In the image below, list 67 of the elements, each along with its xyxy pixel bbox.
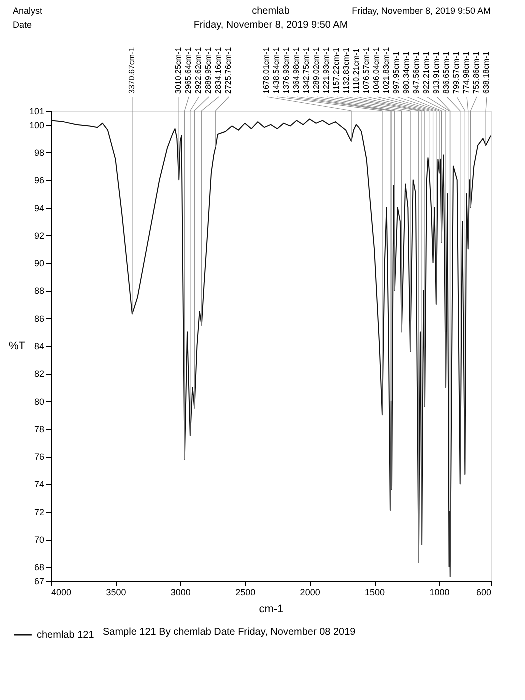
annotation: 836.65cm-1 xyxy=(442,51,451,94)
y-tick-label: 76 xyxy=(34,452,44,462)
text: Sample 121 By chemlab Date Friday, November 08 2019 xyxy=(103,627,356,638)
annotation: 1364.98cm-1 xyxy=(292,46,301,94)
annotation: 1046.04cm-1 xyxy=(372,46,381,94)
y-tick-label: 96 xyxy=(34,176,44,186)
x-tick-label: 2000 xyxy=(300,588,320,598)
annotation: 913.91cm-1 xyxy=(432,51,441,94)
y-tick-label: 82 xyxy=(34,369,44,380)
y-tick-label: 74 xyxy=(34,480,44,490)
chart-title: chemlab xyxy=(252,6,290,17)
annotation: 774.98cm-1 xyxy=(462,51,471,94)
annotation: 1132.83cm-1 xyxy=(342,47,351,94)
annotation: 2965.64cm-1 xyxy=(184,46,194,94)
y-tick-label: 86 xyxy=(34,314,44,324)
annotation: 1376.93cm-1 xyxy=(282,46,291,94)
annotation: 2922.62cm-1 xyxy=(194,46,204,94)
annotation: 922.21cm-1 xyxy=(422,51,431,94)
chart-subtitle: Friday, November 8, 2019 9:50 AM xyxy=(194,20,348,31)
y-tick-label: 67 xyxy=(34,576,44,586)
annotation: 2725.76cm-1 xyxy=(224,46,234,94)
annotation: 2889.95cm-1 xyxy=(204,46,214,94)
y-tick-label: 78 xyxy=(34,424,44,434)
y-tick-label: 100 xyxy=(29,120,44,130)
text: Analyst xyxy=(13,6,44,16)
annotation: 799.57cm-1 xyxy=(452,51,461,94)
y-tick-label: 94 xyxy=(34,203,44,214)
y-tick-label: 84 xyxy=(34,342,44,352)
annotation: 1110.21cm-1 xyxy=(352,48,361,94)
legend-label: chemlab 121 xyxy=(37,630,95,641)
annotation: 1342.75cm-1 xyxy=(302,46,311,94)
annotation: 755.86cm-1 xyxy=(472,51,481,94)
text: Date xyxy=(13,20,32,30)
annotation: 1221.93cm-1 xyxy=(322,46,331,94)
x-tick-label: 1000 xyxy=(430,588,450,598)
y-tick-label: 92 xyxy=(34,230,44,241)
annotation: 1157.22cm-1 xyxy=(332,47,341,94)
y-tick-label: 72 xyxy=(34,507,44,518)
annotation: 638.18cm-1 xyxy=(482,51,491,94)
y-tick-label: 68 xyxy=(34,562,44,573)
annotation: 1289.02cm-1 xyxy=(312,46,321,94)
annotation: 1678.01cm-1 xyxy=(262,46,271,94)
x-tick-label: 600 xyxy=(476,588,492,598)
annotation: 3010.25cm-1 xyxy=(174,46,184,94)
annotation: 947.56cm-1 xyxy=(412,51,421,94)
y-tick-label: 80 xyxy=(34,396,44,407)
y-tick-label: 70 xyxy=(34,535,44,546)
y-tick-label: 101 xyxy=(29,106,44,116)
x-tick-label: 3500 xyxy=(106,588,126,598)
x-tick-label: 4000 xyxy=(52,588,72,598)
annotation: 1021.83cm-1 xyxy=(382,46,391,94)
x-tick-label: 2500 xyxy=(236,588,256,598)
annotation: 997.95cm-1 xyxy=(392,51,401,94)
y-axis-title: %T xyxy=(9,340,26,352)
line-series xyxy=(50,118,492,578)
annotation: 1438.54cm-1 xyxy=(272,46,281,94)
annotation: 2834.16cm-1 xyxy=(214,46,224,94)
annotation: 1076.57cm-1 xyxy=(362,46,371,94)
y-tick-label: 90 xyxy=(34,258,44,269)
text: Friday, November 8, 2019 9:50 AM xyxy=(352,6,491,16)
annotation: 980.34cm-1 xyxy=(402,51,411,94)
annotation: 3370.67cm-1 xyxy=(127,46,136,94)
y-tick-label: 88 xyxy=(34,286,44,296)
x-axis-title: cm-1 xyxy=(259,604,284,616)
x-tick-label: 3000 xyxy=(170,588,191,598)
y-tick-label: 98 xyxy=(34,148,44,158)
x-tick-label: 1500 xyxy=(365,588,386,598)
